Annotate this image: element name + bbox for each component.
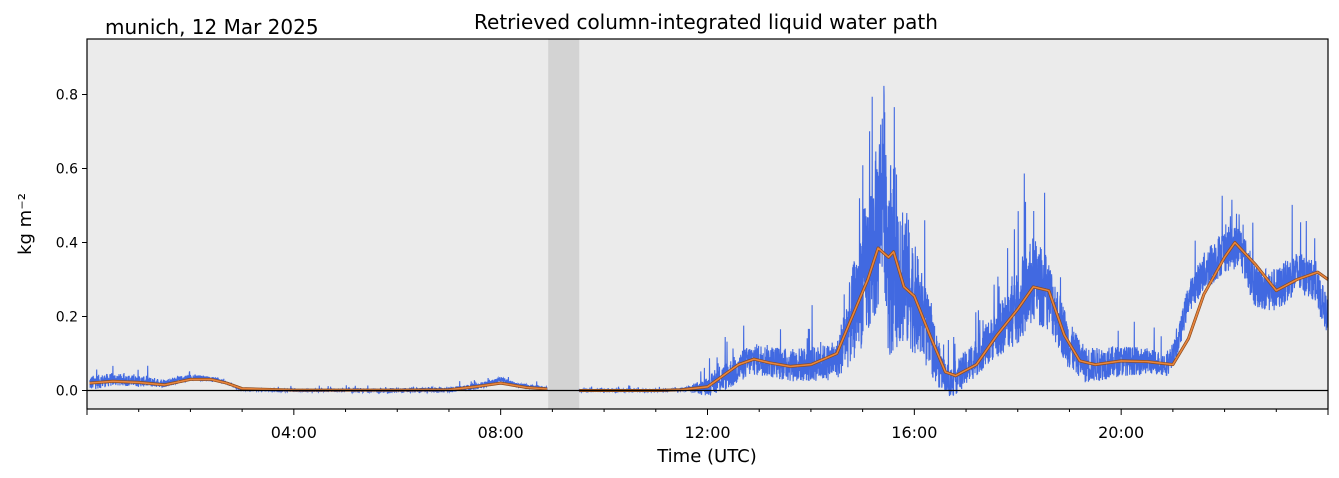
y-tick-label: 0.0 — [56, 384, 78, 400]
raw-series-segment — [578, 85, 1329, 397]
y-tick-label: 0.6 — [56, 162, 78, 178]
plot-area — [87, 39, 1328, 409]
location-date-label: munich, 12 Mar 2025 — [105, 15, 319, 39]
y-tick-label: 0.4 — [56, 236, 78, 252]
smoothed-series — [89, 241, 1329, 392]
x-tick-label: 20:00 — [1098, 423, 1144, 442]
x-axis: 04:00 08:00 12:00 16:00 20:00 — [86, 409, 1329, 442]
y-axis-label: kg m⁻² — [15, 193, 36, 255]
x-tick-label: 08:00 — [478, 423, 524, 442]
chart-title: Retrieved column-integrated liquid water… — [474, 10, 938, 34]
gap-band — [548, 39, 580, 409]
y-tick-label: 0.8 — [56, 88, 78, 104]
x-axis-label: Time (UTC) — [656, 446, 757, 467]
y-axis: 0.0 0.2 0.4 0.6 0.8 — [56, 88, 87, 400]
x-tick-label: 04:00 — [271, 423, 317, 442]
smoothed-series-line — [89, 378, 548, 391]
x-tick-label: 12:00 — [684, 423, 730, 442]
x-tick-label: 16:00 — [891, 423, 937, 442]
y-tick-label: 0.2 — [56, 310, 78, 326]
smoothed-series-line — [579, 241, 1329, 392]
